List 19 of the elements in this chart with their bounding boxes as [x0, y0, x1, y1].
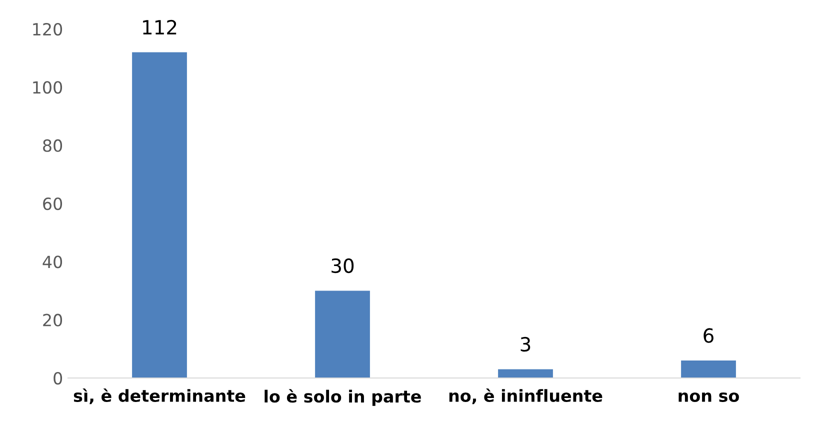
- y-tick-label: 20: [43, 314, 62, 326]
- data-label: 3: [520, 336, 530, 352]
- x-tick-label: lo è solo in parte: [264, 389, 421, 406]
- y-tick-label: 120: [33, 22, 62, 36]
- y-tick-label: 60: [43, 197, 62, 210]
- bar: [681, 360, 736, 378]
- y-tick-label: 0: [54, 372, 62, 385]
- x-tick-label: no, è ininfluente: [449, 388, 602, 404]
- y-tick-label: 80: [43, 139, 62, 152]
- x-tick-label: non so: [678, 392, 739, 402]
- bar: [498, 369, 553, 378]
- data-label: 30: [332, 258, 354, 274]
- data-label: 6: [704, 328, 714, 343]
- y-tick-label: 40: [42, 256, 62, 268]
- y-tick-label: 100: [33, 81, 62, 94]
- x-tick-label: sì, è determinante: [74, 388, 246, 404]
- bar: [132, 52, 187, 378]
- bar: [315, 290, 370, 378]
- data-label: 112: [143, 20, 176, 34]
